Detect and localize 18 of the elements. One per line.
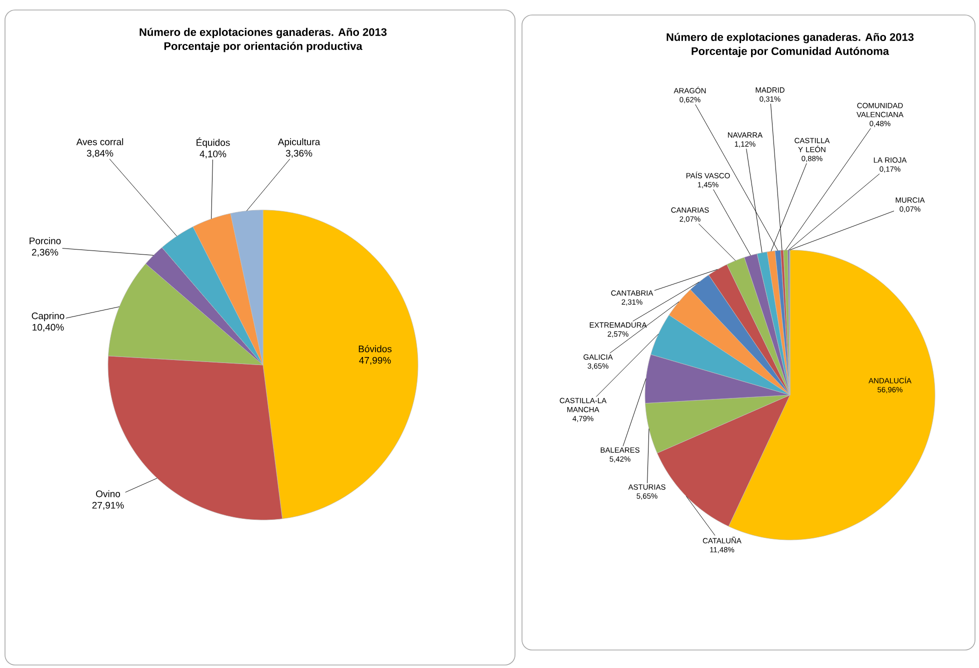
slice-label: Bóvidos [358,345,392,352]
slice-label: Apicultura [278,138,320,148]
slice-label: Ovino [96,490,120,498]
chart-title: Número de explotaciones ganaderas. Año 2013 [140,28,387,38]
data-label: 2,36% [32,248,58,257]
data-label: 3,84% [86,150,114,158]
data-label: 27,91% [92,502,124,510]
data-label: 3,36% [286,150,312,158]
chart-subtitle: Porcentaje por orientación productiva [164,42,362,52]
chart-subtitle: Porcentaje por Comunidad Autónoma [692,46,890,58]
data-label: 4,10% [200,150,226,158]
slice-label: Aves corral [76,138,124,146]
slice-label: Caprino [32,312,64,322]
slice-label: Porcino [30,237,61,244]
chart-title: Número de explotaciones ganaderas. Año 2013 [666,32,914,44]
data-label: 47,99% [359,356,391,365]
data-label: 10,40% [32,324,64,332]
slice-label: Équidos [196,138,230,148]
